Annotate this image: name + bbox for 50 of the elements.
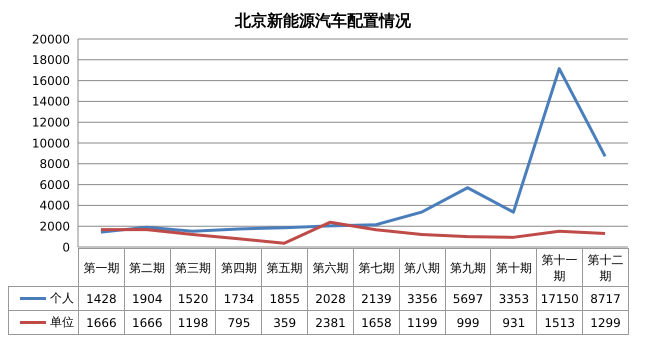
y-tick-label: 16000	[32, 74, 70, 88]
legend-label: 单位	[50, 315, 74, 329]
legend-label: 个人	[50, 291, 74, 305]
data-label: 359	[262, 310, 308, 334]
data-label: 931	[490, 310, 537, 334]
y-tick-label: 4000	[39, 198, 70, 213]
data-label: 17150	[536, 286, 583, 310]
data-label: 8717	[582, 286, 628, 310]
x-tick-label: 第十期	[490, 248, 537, 286]
y-tick-label: 0	[62, 240, 70, 254]
data-label: 2028	[308, 286, 354, 310]
x-tick-label: 第七期	[353, 248, 400, 286]
x-tick-label: 第四期	[216, 248, 262, 286]
data-label: 1734	[216, 286, 262, 310]
y-tick-label: 20000	[32, 32, 70, 46]
y-tick-label: 18000	[32, 53, 70, 68]
x-tick-label: 第一期	[78, 248, 124, 286]
x-tick-label: 第六期	[308, 248, 354, 286]
data-label: 2139	[353, 286, 400, 310]
x-tick-label: 第十二期	[582, 248, 628, 286]
data-label: 1299	[582, 310, 628, 334]
chart-title: 北京新能源汽车配置情况	[234, 10, 412, 32]
data-label: 795	[216, 310, 262, 334]
data-label: 1513	[536, 310, 583, 334]
y-tick-label: 10000	[32, 136, 70, 150]
data-label: 3353	[490, 286, 537, 310]
y-tick-label: 14000	[32, 94, 70, 109]
data-label: 999	[445, 310, 491, 334]
data-label: 1658	[353, 310, 400, 334]
y-tick-label: 12000	[32, 115, 70, 130]
data-label: 1855	[262, 286, 308, 310]
data-label: 1666	[124, 310, 170, 334]
x-tick-label: 第五期	[262, 248, 308, 286]
y-tick-label: 8000	[39, 157, 70, 172]
data-label: 1904	[124, 286, 170, 310]
x-tick-label: 第十一期	[536, 248, 583, 286]
data-label: 1428	[78, 286, 124, 310]
x-tick-label: 第二期	[124, 248, 170, 286]
y-tick-label: 6000	[39, 178, 70, 192]
data-label: 1666	[78, 310, 124, 334]
y-tick-label: 2000	[39, 219, 70, 234]
data-label: 3356	[399, 286, 446, 310]
data-label: 1198	[170, 310, 216, 334]
x-tick-label: 第九期	[445, 248, 491, 286]
data-label: 1520	[170, 286, 216, 310]
x-tick-label: 第八期	[399, 248, 446, 286]
x-tick-label: 第三期	[170, 248, 216, 286]
data-label: 2381	[308, 310, 354, 334]
data-label: 5697	[445, 286, 491, 310]
data-label: 1199	[399, 310, 446, 334]
